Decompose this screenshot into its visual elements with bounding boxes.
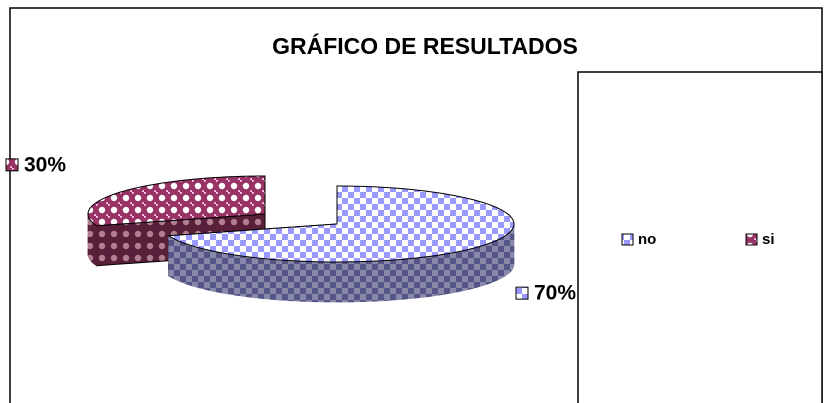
data-label-swatch	[515, 286, 529, 300]
legend-box	[577, 71, 823, 403]
pie-slice	[167, 185, 515, 303]
data-label-swatch	[5, 158, 19, 172]
data-label: 30%	[24, 153, 66, 176]
slice-rim	[87, 213, 98, 267]
chart-title: GRÁFICO DE RESULTADOS	[272, 32, 578, 59]
slice-top	[87, 175, 266, 227]
legend-label: si	[762, 231, 775, 248]
legend-swatch	[621, 233, 634, 246]
legend-label: no	[638, 231, 656, 248]
legend-swatch	[745, 233, 758, 246]
data-label: 70%	[534, 282, 576, 305]
slice-top	[167, 185, 515, 263]
slice-rim	[168, 224, 515, 303]
